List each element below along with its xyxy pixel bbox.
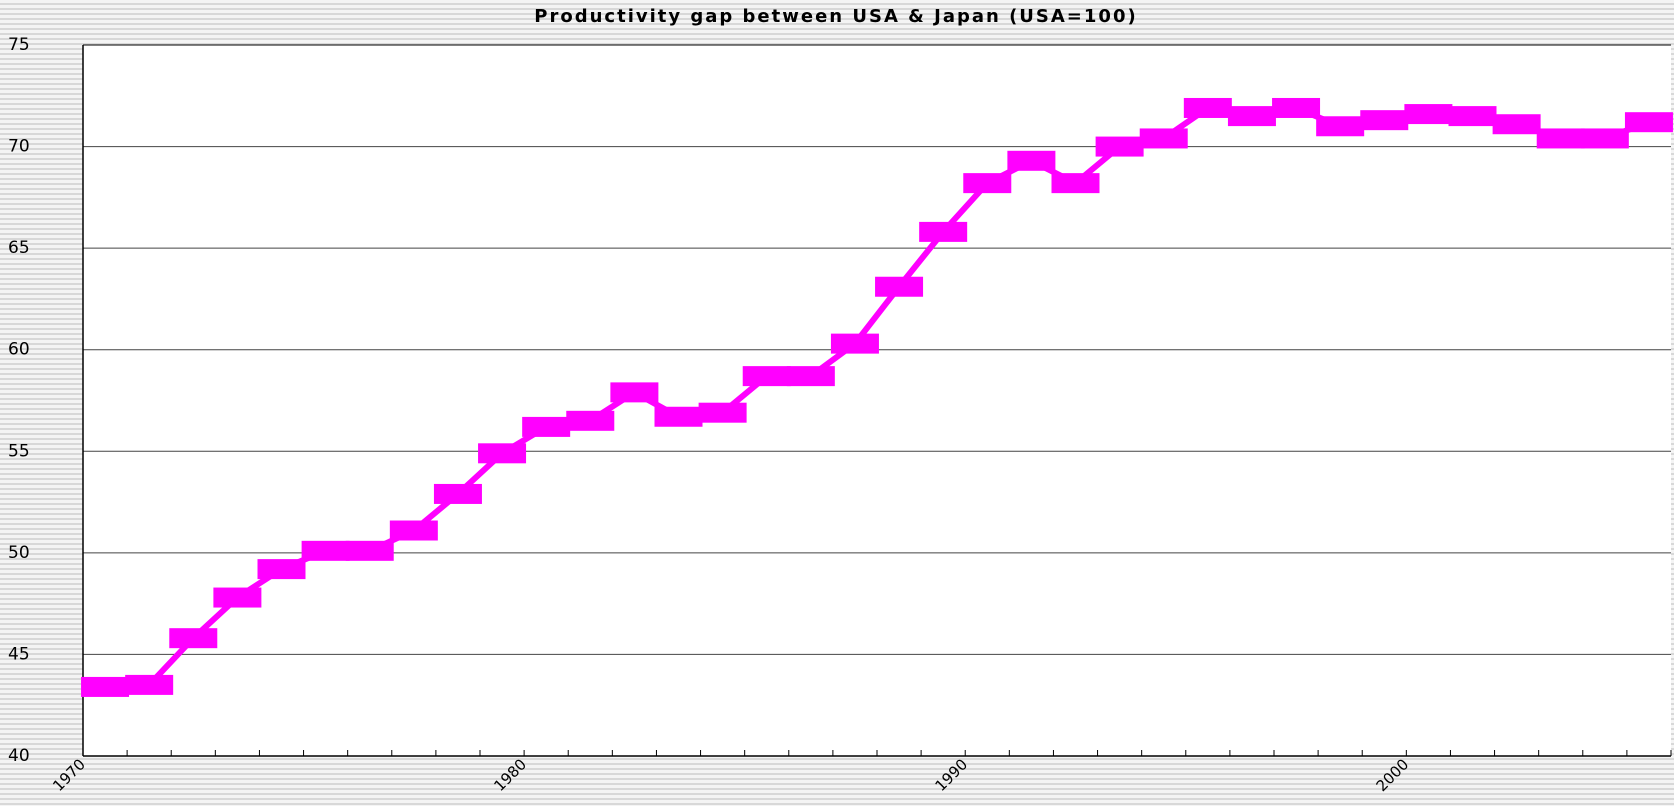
marker (389, 520, 438, 541)
y-tick-label: 75 (8, 35, 30, 55)
marker (257, 559, 306, 580)
chart-title: Productivity gap between USA & Japan (US… (534, 6, 1137, 27)
marker (345, 540, 394, 561)
marker (654, 406, 703, 427)
marker (566, 410, 615, 431)
marker (1536, 128, 1585, 149)
marker (1404, 104, 1453, 125)
marker (1360, 110, 1409, 131)
y-tick-label: 45 (8, 644, 30, 664)
y-tick-label: 60 (8, 340, 30, 360)
marker (169, 628, 218, 649)
x-tick-label: 1990 (932, 755, 972, 795)
plot-area (83, 45, 1671, 756)
x-tick-label: 1970 (49, 755, 89, 795)
marker (742, 366, 791, 387)
marker (1227, 106, 1276, 127)
marker (213, 587, 262, 608)
marker (610, 382, 659, 403)
x-tick-label: 2000 (1373, 755, 1413, 795)
marker (81, 676, 130, 697)
marker (125, 674, 174, 695)
marker (1051, 173, 1100, 194)
marker (830, 333, 879, 354)
marker (1183, 97, 1232, 118)
marker (1272, 97, 1321, 118)
marker (919, 221, 968, 242)
marker (522, 416, 571, 437)
y-tick-label: 50 (8, 543, 30, 563)
marker (301, 540, 350, 561)
y-tick-label: 65 (8, 238, 30, 258)
marker (1448, 106, 1497, 127)
y-tick-label: 40 (8, 746, 30, 766)
marker (1095, 136, 1144, 157)
marker (478, 443, 527, 464)
marker (875, 276, 924, 297)
marker (698, 402, 747, 423)
marker (1580, 128, 1629, 149)
marker (786, 366, 835, 387)
marker (1492, 114, 1541, 135)
marker (963, 173, 1012, 194)
marker (433, 483, 482, 504)
marker (1139, 128, 1188, 149)
y-tick-label: 70 (8, 137, 30, 157)
marker (1316, 116, 1365, 137)
x-tick-label: 1980 (490, 755, 530, 795)
marker (1624, 112, 1673, 133)
y-tick-label: 55 (8, 441, 30, 461)
marker (1007, 150, 1056, 171)
